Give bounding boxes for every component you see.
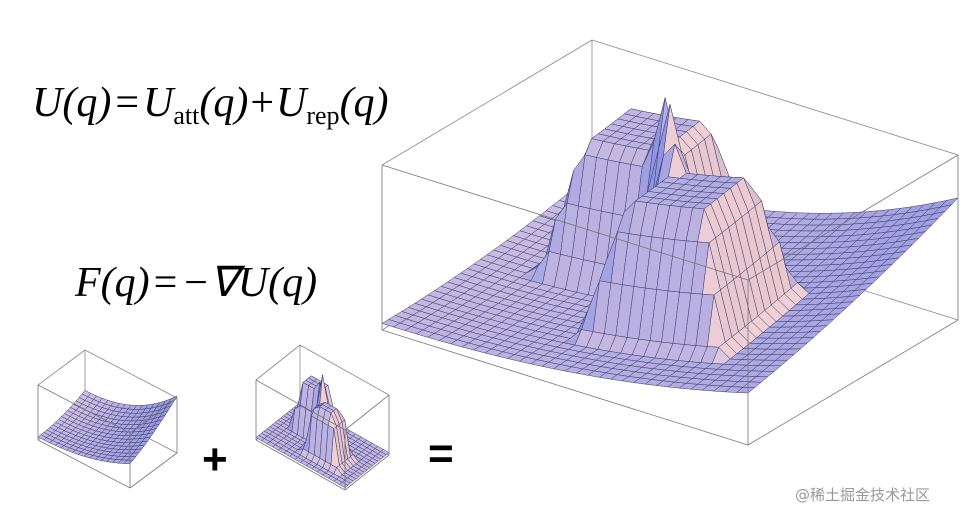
box-edge: [37, 384, 131, 434]
box-edge: [299, 344, 390, 396]
eq-rhs: −∇U(q): [181, 260, 317, 306]
box-edge: [381, 39, 593, 166]
eq-lhs: F(q): [74, 260, 150, 306]
box-edge: [344, 394, 390, 431]
box-edge: [747, 319, 959, 446]
eq-sub: rep: [306, 101, 339, 130]
box-edge: [129, 452, 178, 489]
box-edge: [255, 344, 301, 381]
box-edge: [84, 349, 178, 399]
box-edge: [255, 439, 346, 491]
box-edge: [747, 154, 959, 281]
eq-term: U: [276, 80, 309, 126]
box-edge: [255, 379, 346, 431]
eq-sign: =: [154, 260, 178, 306]
surface-cell: [735, 386, 756, 394]
box-edge: [591, 39, 959, 156]
equation-2: F(q)=−∇U(q): [74, 260, 317, 306]
equation-1: U(q)=Uatt(q)+Urep(q): [32, 80, 389, 130]
eq-arg: (q): [340, 80, 389, 126]
equals-sign: =: [428, 429, 454, 478]
plus-sign: +: [202, 435, 228, 484]
surface-cell: [123, 459, 134, 464]
box-edge: [37, 439, 131, 489]
eq-sub: att: [173, 101, 200, 130]
eq-term: U: [143, 80, 176, 126]
watermark: @稀土掘金技术社区: [795, 486, 930, 504]
eq-lhs: U(q): [32, 80, 111, 126]
eq-sign: =: [115, 80, 139, 126]
box-edge: [344, 454, 390, 491]
box-edge: [381, 329, 749, 446]
eq-arg: (q): [199, 80, 248, 126]
plots: [37, 39, 959, 491]
box-edge: [381, 164, 749, 281]
box-edge: [37, 349, 86, 386]
box-edge: [129, 397, 178, 434]
surface-cell: [338, 481, 349, 488]
eq-plus: +: [250, 80, 274, 126]
